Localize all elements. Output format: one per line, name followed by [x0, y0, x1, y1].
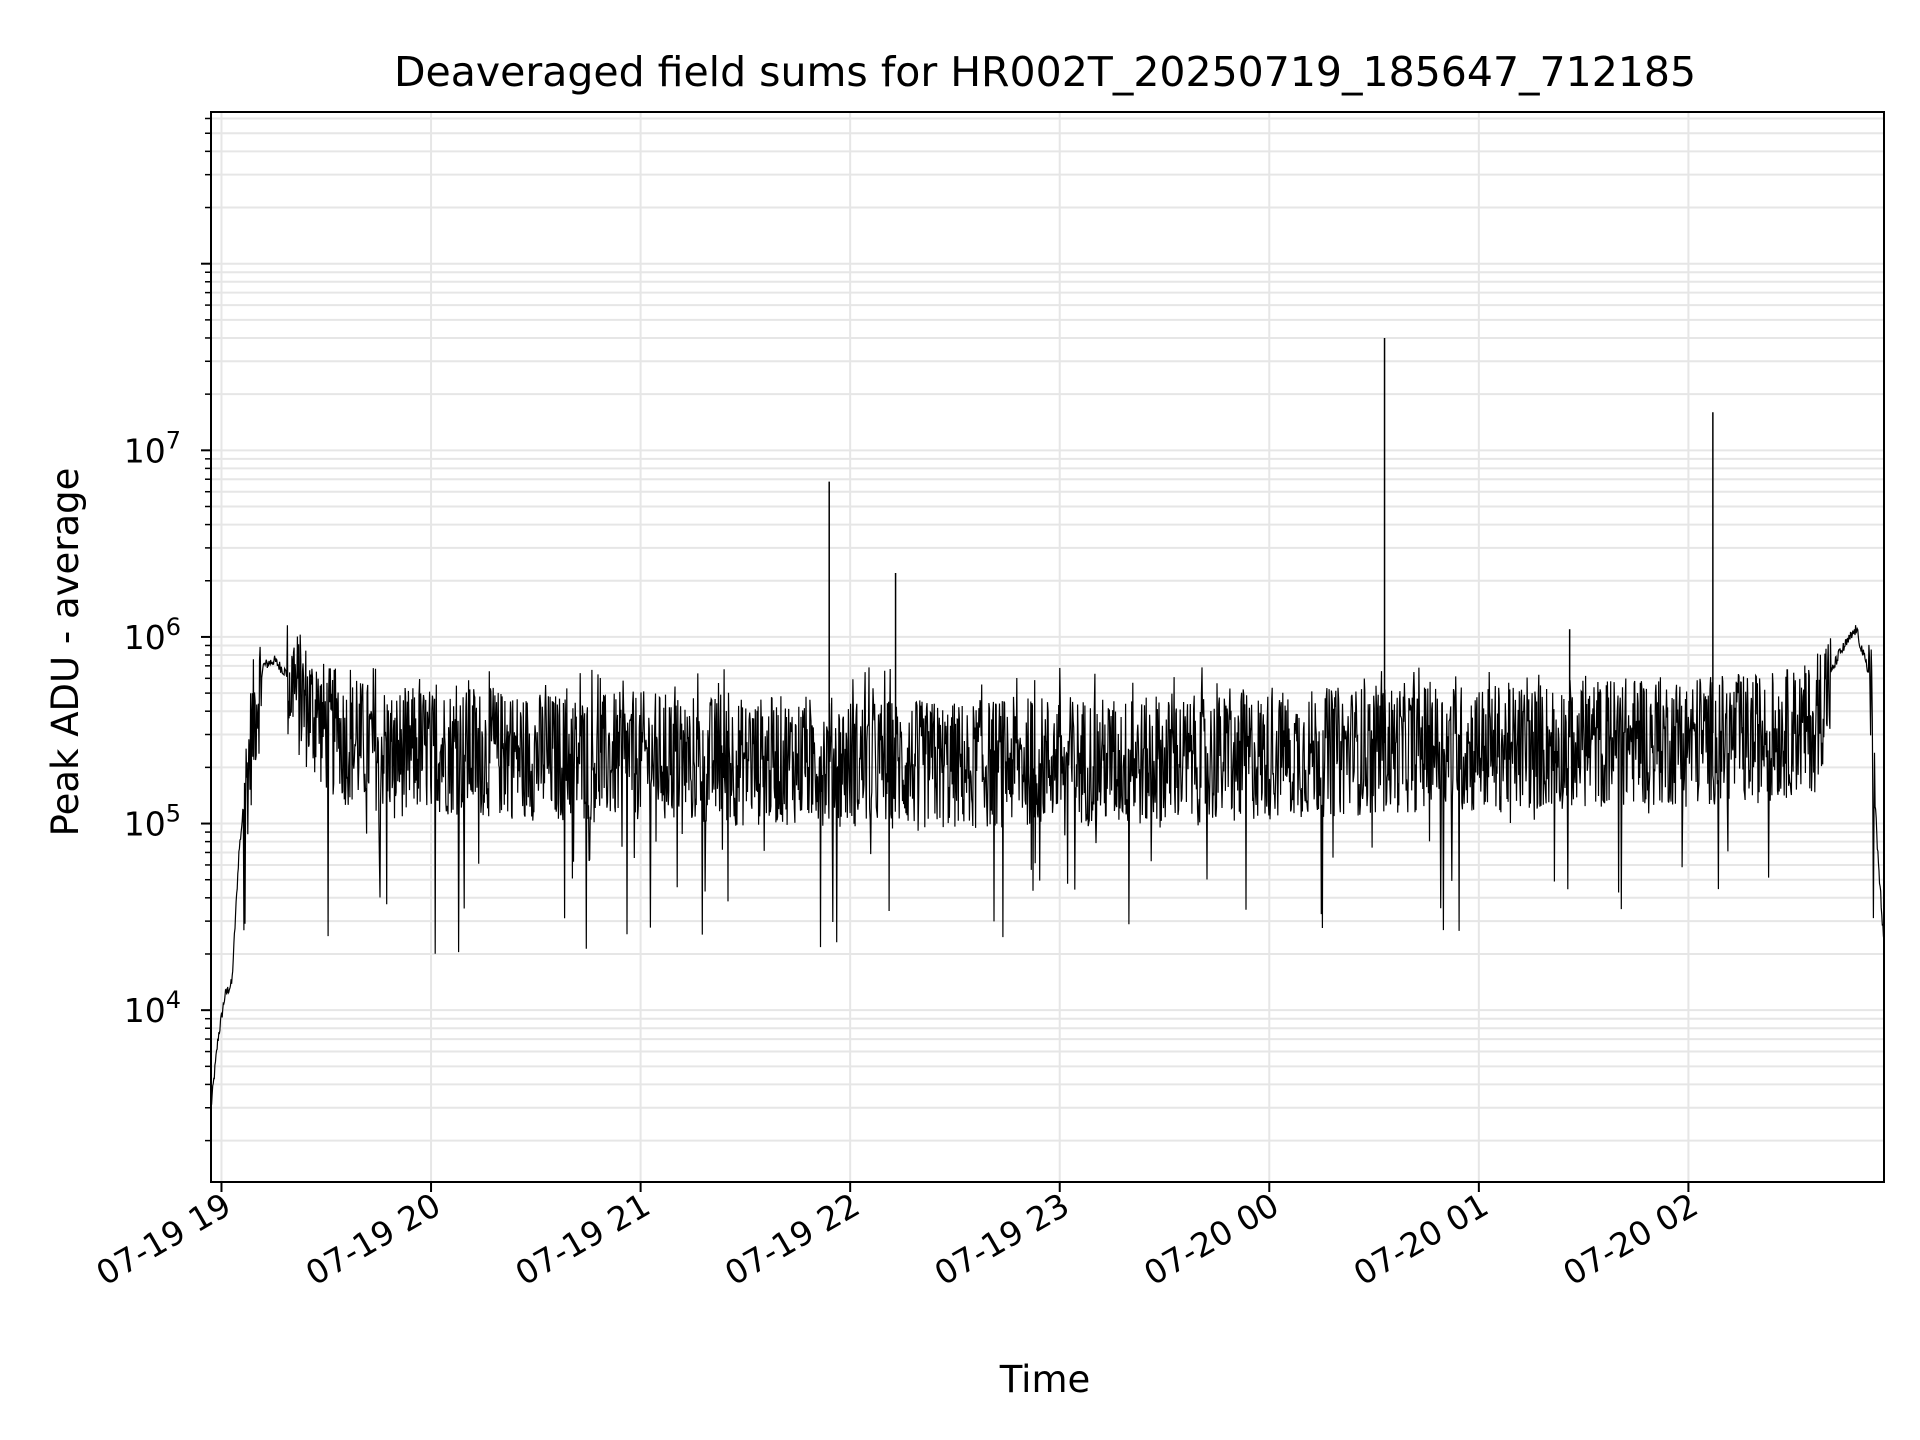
x-axis-label: Time — [999, 1358, 1091, 1401]
chart-title: Deaveraged field sums for HR002T_2025071… — [394, 48, 1696, 96]
y-tick-label: 104 — [124, 986, 181, 1030]
x-tick-label: 07-19 19 — [89, 1185, 237, 1293]
plot-frame — [210, 111, 1885, 1183]
y-tick-label: 107 — [124, 426, 181, 470]
y-axis-label: Peak ADU - average — [44, 468, 87, 837]
data-layer — [210, 337, 1885, 1107]
grid-layer — [211, 112, 1884, 1182]
x-tick-label: 07-19 22 — [718, 1185, 866, 1293]
x-tick-label: 07-19 20 — [299, 1185, 447, 1293]
y-tick-label: 106 — [124, 613, 181, 657]
x-tick-label: 07-20 00 — [1137, 1185, 1285, 1293]
x-tick-label: 07-20 02 — [1556, 1185, 1704, 1293]
x-tick-label: 07-20 01 — [1347, 1185, 1495, 1293]
x-tick-label: 07-19 23 — [928, 1185, 1076, 1293]
x-tick-label: 07-19 21 — [509, 1185, 657, 1293]
series-line — [210, 625, 1885, 1107]
y-tick-label: 105 — [124, 800, 181, 844]
